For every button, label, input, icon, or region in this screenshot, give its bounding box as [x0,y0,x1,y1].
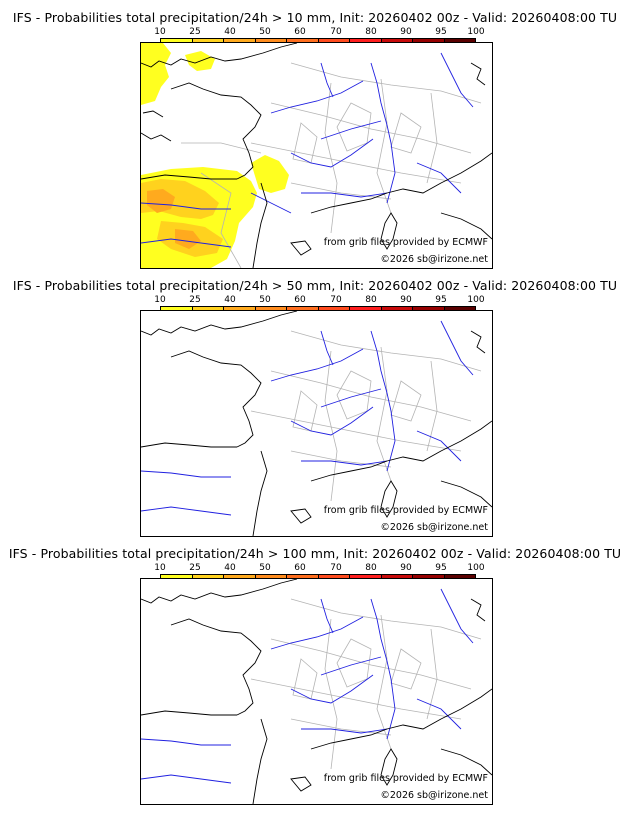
colorbar-label: 95 [435,563,447,573]
map-view[interactable]: from grib files provided by ECMWF ©2026 … [140,578,493,805]
colorbar-labels: 10 25 40 50 60 70 80 90 95 100 [154,27,484,38]
colorbar-label: 40 [224,295,236,305]
colorbar-label: 100 [467,27,485,37]
source-credit: from grib files provided by ECMWF [323,505,488,516]
borders [250,598,482,770]
colorbar-label: 25 [189,27,201,37]
colorbar-label: 70 [330,27,342,37]
colorbar-label: 90 [400,27,412,37]
rivers [141,588,474,784]
source-credit: from grib files provided by ECMWF [323,773,488,784]
colorbar: 10 25 40 50 60 70 80 90 95 100 [154,563,485,583]
colorbar-label: 10 [154,563,166,573]
panel-title: IFS - Probabilities total precipitation/… [12,10,618,25]
copyright: ©2026 sb@irizone.net [380,522,488,533]
colorbar-labels: 10 25 40 50 60 70 80 90 95 100 [154,563,484,574]
rivers [141,52,474,248]
colorbar-label: 95 [435,27,447,37]
colorbar-label: 25 [189,563,201,573]
copyright: ©2026 sb@irizone.net [380,254,488,265]
colorbar-label: 50 [259,27,271,37]
colorbar-label: 70 [330,295,342,305]
colorbar-label: 80 [365,295,377,305]
colorbar-label: 40 [224,27,236,37]
colorbar-label: 60 [294,27,306,37]
panel-title: IFS - Probabilities total precipitation/… [8,546,622,561]
borders [181,62,482,268]
colorbar-label: 50 [259,563,271,573]
source-credit: from grib files provided by ECMWF [323,237,488,248]
colorbar-label: 10 [154,295,166,305]
colorbar-label: 90 [400,563,412,573]
panel-title: IFS - Probabilities total precipitation/… [12,278,618,293]
colorbar-label: 80 [365,27,377,37]
colorbar-label: 60 [294,295,306,305]
map-panel-50mm: IFS - Probabilities total precipitation/… [0,278,630,546]
coastlines [141,579,492,804]
colorbar-label: 10 [154,27,166,37]
colorbar-label: 100 [467,295,485,305]
borders [250,330,482,502]
map-panel-100mm: IFS - Probabilities total precipitation/… [0,546,630,814]
map-svg [141,43,492,268]
colorbar-label: 95 [435,295,447,305]
colorbar-label: 100 [467,563,485,573]
rivers [141,320,474,516]
map-view[interactable]: from grib files provided by ECMWF ©2026 … [140,42,493,269]
colorbar: 10 25 40 50 60 70 80 90 95 100 [154,295,485,315]
precip-areas [141,43,289,268]
colorbar-labels: 10 25 40 50 60 70 80 90 95 100 [154,295,484,306]
map-svg [141,579,492,804]
copyright: ©2026 sb@irizone.net [380,790,488,801]
colorbar: 10 25 40 50 60 70 80 90 95 100 [154,27,485,47]
map-panel-10mm: IFS - Probabilities total precipitation/… [0,10,630,278]
colorbar-label: 40 [224,563,236,573]
coastlines [141,43,492,268]
colorbar-label: 80 [365,563,377,573]
coastlines [141,311,492,536]
map-view[interactable]: from grib files provided by ECMWF ©2026 … [140,310,493,537]
colorbar-label: 60 [294,563,306,573]
colorbar-label: 25 [189,295,201,305]
colorbar-label: 90 [400,295,412,305]
colorbar-label: 70 [330,563,342,573]
colorbar-label: 50 [259,295,271,305]
map-svg [141,311,492,536]
